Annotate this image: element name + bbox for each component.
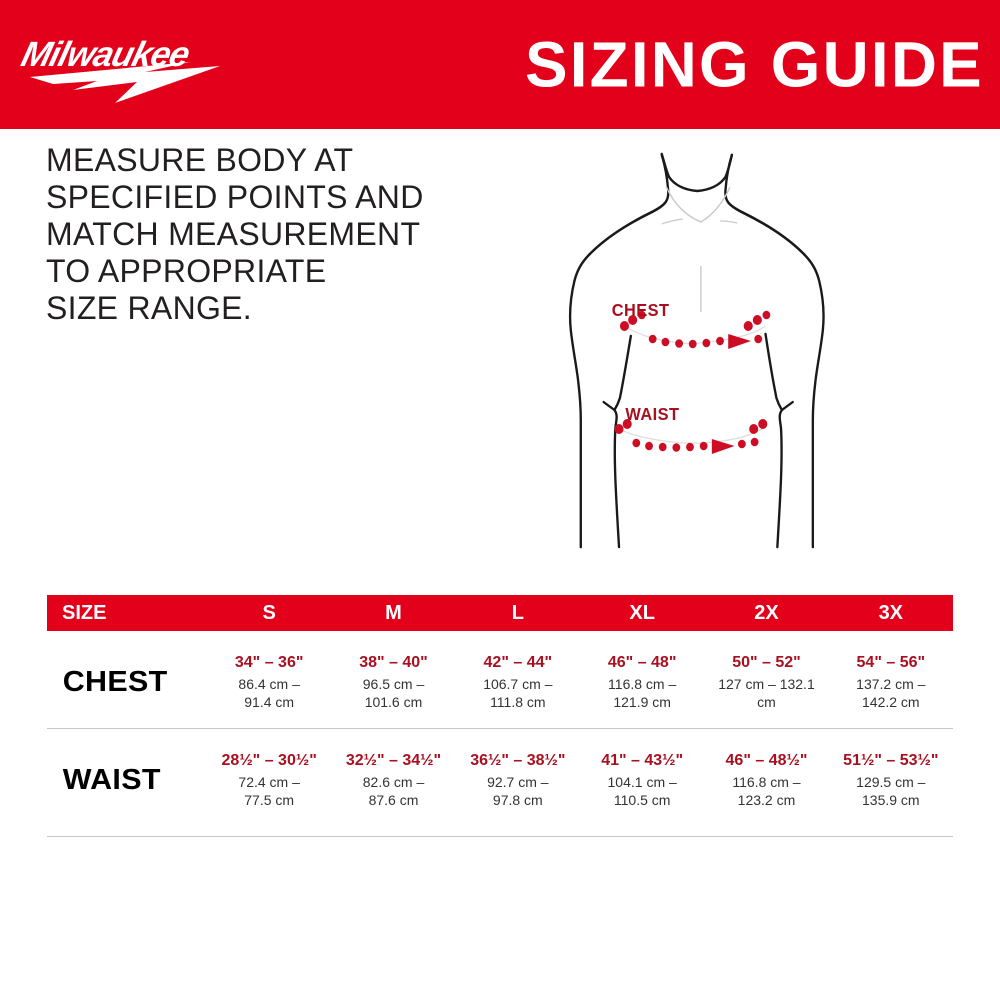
svg-text:Milwaukee: Milwaukee [18, 34, 194, 73]
svg-text:WAIST: WAIST [625, 403, 679, 424]
svg-text:CHEST: CHEST [612, 299, 670, 320]
